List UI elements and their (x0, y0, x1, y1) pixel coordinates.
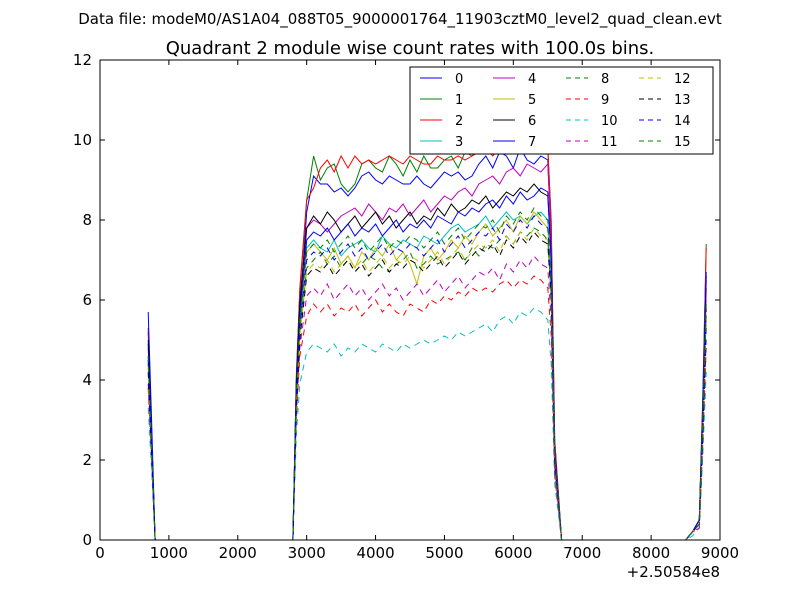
x-tick-label: 3000 (288, 544, 326, 562)
series-line-5 (147, 211, 707, 541)
legend-label-4: 4 (528, 72, 536, 87)
series-line-7 (147, 187, 707, 541)
series-line-8 (147, 227, 707, 541)
y-tick-label: 8 (82, 211, 92, 229)
legend-label-11: 11 (601, 135, 618, 150)
x-tick-label: 6000 (494, 544, 532, 562)
x-tick-label: 8000 (632, 544, 670, 562)
legend-label-12: 12 (674, 72, 691, 87)
series-line-12 (147, 227, 707, 541)
x-tick-label: 2000 (219, 544, 257, 562)
x-tick-label: 1000 (150, 544, 188, 562)
series-line-15 (147, 207, 707, 541)
series-line-14 (147, 215, 707, 541)
legend-label-2: 2 (455, 114, 463, 129)
legend-label-7: 7 (528, 135, 536, 150)
series-line-4 (147, 162, 707, 541)
x-tick-label: 9000 (701, 544, 739, 562)
legend-label-10: 10 (601, 114, 618, 129)
y-tick-label: 6 (82, 291, 92, 309)
series-line-11 (147, 255, 707, 541)
series-line-1 (147, 118, 707, 541)
legend-label-6: 6 (528, 114, 536, 129)
y-tick-label: 10 (73, 131, 92, 149)
legend-label-5: 5 (528, 93, 536, 108)
legend-label-13: 13 (674, 93, 691, 108)
legend-label-0: 0 (455, 72, 463, 87)
series-line-13 (147, 231, 707, 541)
x-tick-label: 4000 (356, 544, 394, 562)
y-tick-label: 0 (82, 531, 92, 549)
x-axis-offset-label: +2.50584e8 (627, 563, 720, 581)
legend-box (409, 66, 714, 155)
series-line-9 (147, 275, 707, 541)
legend-label-9: 9 (601, 93, 609, 108)
y-tick-label: 2 (82, 451, 92, 469)
x-axis-ticks: 0 1000 2000 3000 4000 5000 6000 7000 8000 9000 (95, 60, 739, 562)
legend-label-15: 15 (674, 135, 691, 150)
y-tick-label: 4 (82, 371, 92, 389)
x-tick-label: 7000 (563, 544, 601, 562)
series-line-10 (147, 307, 707, 541)
legend-label-14: 14 (674, 114, 691, 129)
chart-title: Quadrant 2 module wise count rates with … (166, 38, 655, 59)
legend-label-1: 1 (455, 93, 463, 108)
legend-label-3: 3 (455, 135, 463, 150)
x-tick-label: 5000 (425, 544, 463, 562)
y-tick-label: 12 (73, 51, 92, 69)
legend-label-8: 8 (601, 72, 609, 87)
series-line-3 (147, 211, 707, 541)
x-tick-label: 0 (95, 544, 105, 562)
plot-lines (147, 118, 707, 541)
figure-suptitle: Data file: modeM0/AS1A04_088T05_90000017… (78, 10, 722, 29)
